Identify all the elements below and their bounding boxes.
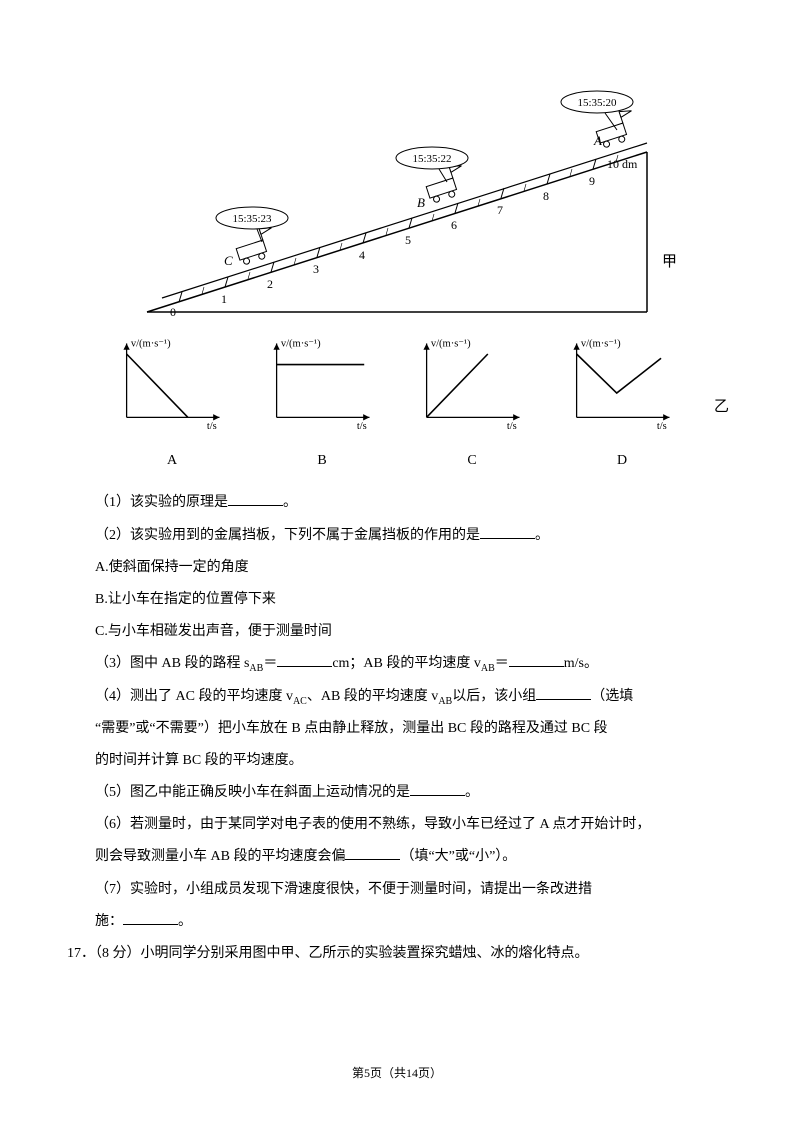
graph-b: v/(m·s⁻¹) t/s B: [262, 335, 382, 477]
svg-text:t/s: t/s: [207, 421, 217, 430]
svg-text:15:35:23: 15:35:23: [232, 213, 272, 225]
svg-text:15:35:22: 15:35:22: [412, 153, 451, 165]
svg-text:8: 8: [543, 189, 549, 203]
q4-blank[interactable]: [536, 684, 591, 699]
time-bubble-bot: 15:35:23: [216, 207, 288, 242]
q17-text: 17．（8 分）小明同学分别采用图中甲、乙所示的实验装置探究蜡烛、冰的熔化特点。: [67, 938, 699, 970]
q5-blank[interactable]: [410, 781, 465, 796]
svg-text:2: 2: [267, 277, 273, 291]
svg-text:6: 6: [451, 218, 457, 232]
option-a: A.使斜面保持一定的角度: [95, 552, 699, 584]
svg-text:t/s: t/s: [357, 421, 367, 430]
svg-text:7: 7: [497, 203, 503, 217]
q1-blank[interactable]: [228, 491, 283, 506]
svg-text:t/s: t/s: [657, 421, 667, 430]
graph-d: v/(m·s⁻¹) t/s D: [562, 335, 682, 477]
q6-blank[interactable]: [345, 845, 400, 860]
svg-text:1: 1: [221, 292, 227, 306]
graph-a: v/(m·s⁻¹) t/s A: [112, 335, 232, 477]
cart-c: [233, 225, 280, 266]
incline-diagram: 0 1 2 3 4 5 6 7 8 9 10 dm A: [137, 90, 657, 320]
diagram-area: 0 1 2 3 4 5 6 7 8 9 10 dm A: [95, 90, 699, 477]
q2-blank[interactable]: [480, 523, 535, 538]
svg-text:5: 5: [405, 233, 411, 247]
q3-blank1[interactable]: [277, 652, 332, 667]
question-content: （1）该实验的原理是。 （2）该实验用到的金属挡板，下列不属于金属挡板的作用的是…: [95, 487, 699, 970]
graph-c: v/(m·s⁻¹) t/s C: [412, 335, 532, 477]
label-jia: 甲: [662, 245, 677, 280]
q1-text: （1）该实验的原理是: [95, 495, 228, 510]
point-c: C: [224, 253, 233, 268]
q2-text: （2）该实验用到的金属挡板，下列不属于金属挡板的作用的是: [95, 528, 480, 543]
incline-svg: 0 1 2 3 4 5 6 7 8 9 10 dm A: [137, 90, 657, 320]
ruler-0: 0: [170, 305, 176, 319]
graphs-row: v/(m·s⁻¹) t/s A v/(m·s⁻¹) t/s B: [95, 335, 699, 477]
svg-text:v/(m·s⁻¹): v/(m·s⁻¹): [281, 339, 321, 350]
ruler-end-label: 10 dm: [607, 157, 638, 171]
point-b: B: [417, 195, 425, 210]
svg-text:4: 4: [359, 248, 365, 262]
page-footer: 第5页（共14页）: [0, 1060, 794, 1088]
svg-text:3: 3: [313, 262, 319, 276]
point-a: A: [593, 133, 602, 148]
option-c: C.与小车相碰发出声音，便于测量时间: [95, 616, 699, 648]
option-b: B.让小车在指定的位置停下来: [95, 584, 699, 616]
label-yi: 乙: [714, 390, 729, 425]
svg-text:9: 9: [589, 174, 595, 188]
q7-blank[interactable]: [123, 909, 178, 924]
svg-text:15:35:20: 15:35:20: [577, 97, 617, 109]
q3-blank2[interactable]: [509, 652, 564, 667]
svg-text:t/s: t/s: [507, 421, 517, 430]
svg-text:v/(m·s⁻¹): v/(m·s⁻¹): [131, 339, 171, 350]
time-bubble-mid: 15:35:22: [396, 147, 468, 182]
svg-text:v/(m·s⁻¹): v/(m·s⁻¹): [431, 339, 471, 350]
svg-text:v/(m·s⁻¹): v/(m·s⁻¹): [581, 339, 621, 350]
